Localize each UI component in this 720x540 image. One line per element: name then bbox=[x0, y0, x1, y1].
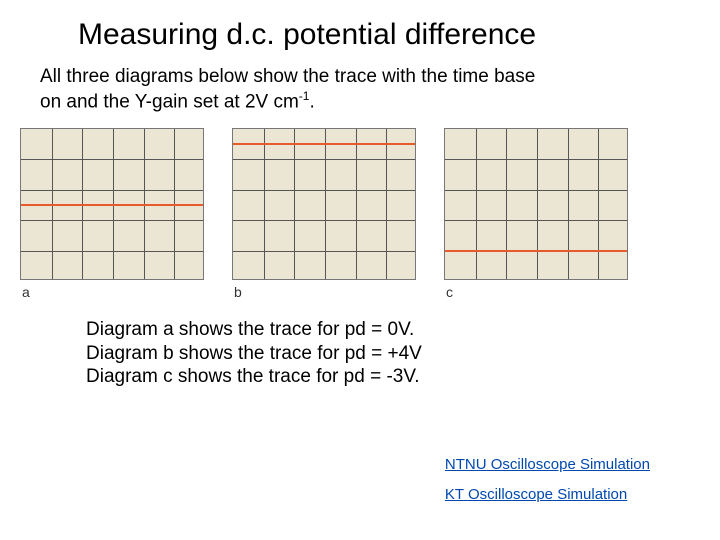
intro-line2-post: . bbox=[309, 91, 314, 112]
diagram-a: a bbox=[20, 128, 204, 300]
caption-a: Diagram a shows the trace for pd = 0V. bbox=[86, 318, 680, 342]
diagram-label-c: c bbox=[446, 284, 628, 300]
trace-line bbox=[445, 250, 627, 252]
gridline-horizontal bbox=[21, 190, 203, 191]
links-block: NTNU Oscilloscope Simulation KT Oscillos… bbox=[445, 450, 650, 510]
gridline-vertical bbox=[294, 129, 295, 279]
ntnu-sim-link[interactable]: NTNU Oscilloscope Simulation bbox=[445, 456, 650, 473]
caption-c: Diagram c shows the trace for pd = -3V. bbox=[86, 365, 680, 389]
gridline-horizontal bbox=[445, 190, 627, 191]
captions-block: Diagram a shows the trace for pd = 0V. D… bbox=[86, 318, 680, 389]
gridline-vertical bbox=[356, 129, 357, 279]
oscilloscope-grid-a bbox=[20, 128, 204, 280]
intro-line2-pre: on and the Y-gain set at 2V cm bbox=[40, 91, 299, 112]
intro-line1: All three diagrams below show the trace … bbox=[40, 66, 535, 87]
gridline-horizontal bbox=[445, 159, 627, 160]
gridline-horizontal bbox=[21, 251, 203, 252]
intro-text: All three diagrams below show the trace … bbox=[40, 66, 680, 114]
kt-sim-link[interactable]: KT Oscilloscope Simulation bbox=[445, 486, 627, 503]
gridline-horizontal bbox=[233, 159, 415, 160]
trace-line bbox=[21, 204, 203, 206]
gridline-vertical bbox=[537, 129, 538, 279]
slide-title: Measuring d.c. potential difference bbox=[78, 18, 680, 52]
gridline-vertical bbox=[386, 129, 387, 279]
diagram-c: c bbox=[444, 128, 628, 300]
oscilloscope-grid-c bbox=[444, 128, 628, 280]
gridline-horizontal bbox=[233, 220, 415, 221]
diagram-b: b bbox=[232, 128, 416, 300]
trace-line bbox=[233, 143, 415, 145]
intro-sup: -1 bbox=[299, 89, 310, 103]
gridline-horizontal bbox=[21, 159, 203, 160]
diagram-label-a: a bbox=[22, 284, 204, 300]
gridline-vertical bbox=[476, 129, 477, 279]
gridline-horizontal bbox=[445, 220, 627, 221]
gridline-vertical bbox=[568, 129, 569, 279]
gridline-vertical bbox=[506, 129, 507, 279]
gridline-vertical bbox=[264, 129, 265, 279]
diagram-label-b: b bbox=[234, 284, 416, 300]
caption-b: Diagram b shows the trace for pd = +4V bbox=[86, 342, 680, 366]
diagram-row: a b c bbox=[20, 128, 680, 300]
oscilloscope-grid-b bbox=[232, 128, 416, 280]
gridline-vertical bbox=[598, 129, 599, 279]
gridline-horizontal bbox=[233, 190, 415, 191]
gridline-horizontal bbox=[233, 251, 415, 252]
gridline-vertical bbox=[325, 129, 326, 279]
gridline-horizontal bbox=[21, 220, 203, 221]
